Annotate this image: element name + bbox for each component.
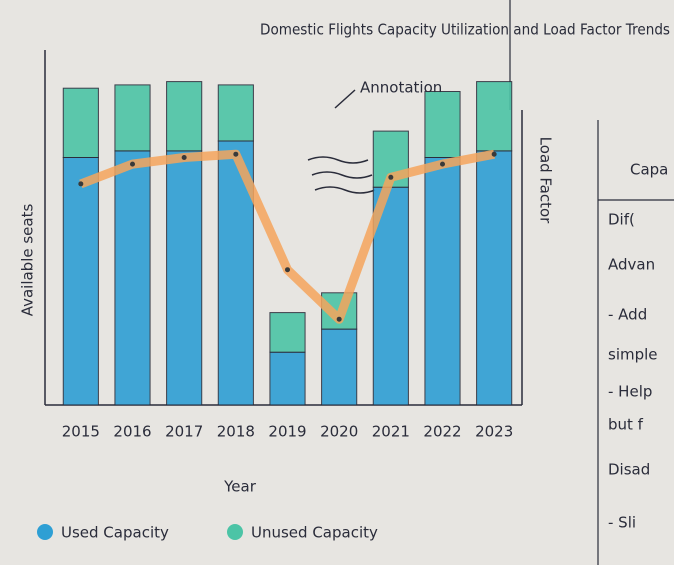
x-tick-label: 2017: [165, 423, 203, 441]
bar-segment: [424, 157, 461, 406]
bar-segment: [166, 150, 203, 406]
bar-segment: [321, 328, 358, 406]
x-tick-label: 2019: [268, 423, 306, 441]
note-line: Capa: [630, 161, 668, 179]
x-tick-label: 2023: [475, 423, 513, 441]
x-tick-label: 2016: [113, 423, 151, 441]
y-axis-label: Available seats: [19, 204, 37, 317]
bar-segment: [476, 150, 513, 406]
legend-marker: [227, 524, 243, 540]
x-tick-label: 2015: [62, 423, 100, 441]
x-tick-label: 2020: [320, 423, 358, 441]
line-point: [336, 316, 342, 322]
x-axis-label: Year: [223, 478, 257, 496]
annotation-squiggle: [307, 156, 376, 194]
x-tick-label: 2021: [372, 423, 410, 441]
bar-segment: [269, 312, 306, 353]
bar-segment: [114, 150, 151, 406]
note-line: - Add: [608, 306, 647, 324]
line-point: [233, 151, 239, 157]
line-point: [388, 174, 394, 180]
bar-segment: [424, 91, 461, 158]
bar-segment: [217, 84, 254, 142]
note-line: Dif(: [608, 211, 635, 229]
line-point: [78, 181, 84, 187]
x-tick-label: 2022: [423, 423, 461, 441]
line-point: [491, 151, 497, 157]
bar-segment: [114, 84, 151, 152]
note-line: simple: [608, 346, 658, 364]
note-line: but f: [608, 416, 644, 434]
note-line: - Help: [608, 383, 652, 401]
bar-segment: [166, 81, 203, 152]
legend-label: Unused Capacity: [251, 524, 378, 542]
chart-title: Domestic Flights Capacity Utilization an…: [260, 21, 670, 39]
annotation: Annotation: [360, 79, 442, 97]
line-point: [130, 161, 135, 167]
y2-axis-label: Load Factor: [537, 137, 555, 225]
line-point: [285, 267, 290, 273]
x-tick-label: 2018: [217, 423, 255, 441]
legend-label: Used Capacity: [61, 524, 169, 542]
line-point: [440, 161, 445, 167]
annotation-arrow: [334, 89, 356, 109]
note-line: Advan: [608, 256, 655, 274]
bar-segment: [476, 81, 513, 152]
bar-segment: [372, 186, 409, 406]
line-point: [181, 155, 187, 160]
legend-marker: [37, 524, 53, 540]
note-line: Disad: [608, 461, 650, 479]
bar-segment: [62, 87, 99, 158]
bar-segment: [62, 157, 99, 406]
bar-segment: [269, 351, 306, 406]
note-line: - Sli: [608, 514, 636, 532]
